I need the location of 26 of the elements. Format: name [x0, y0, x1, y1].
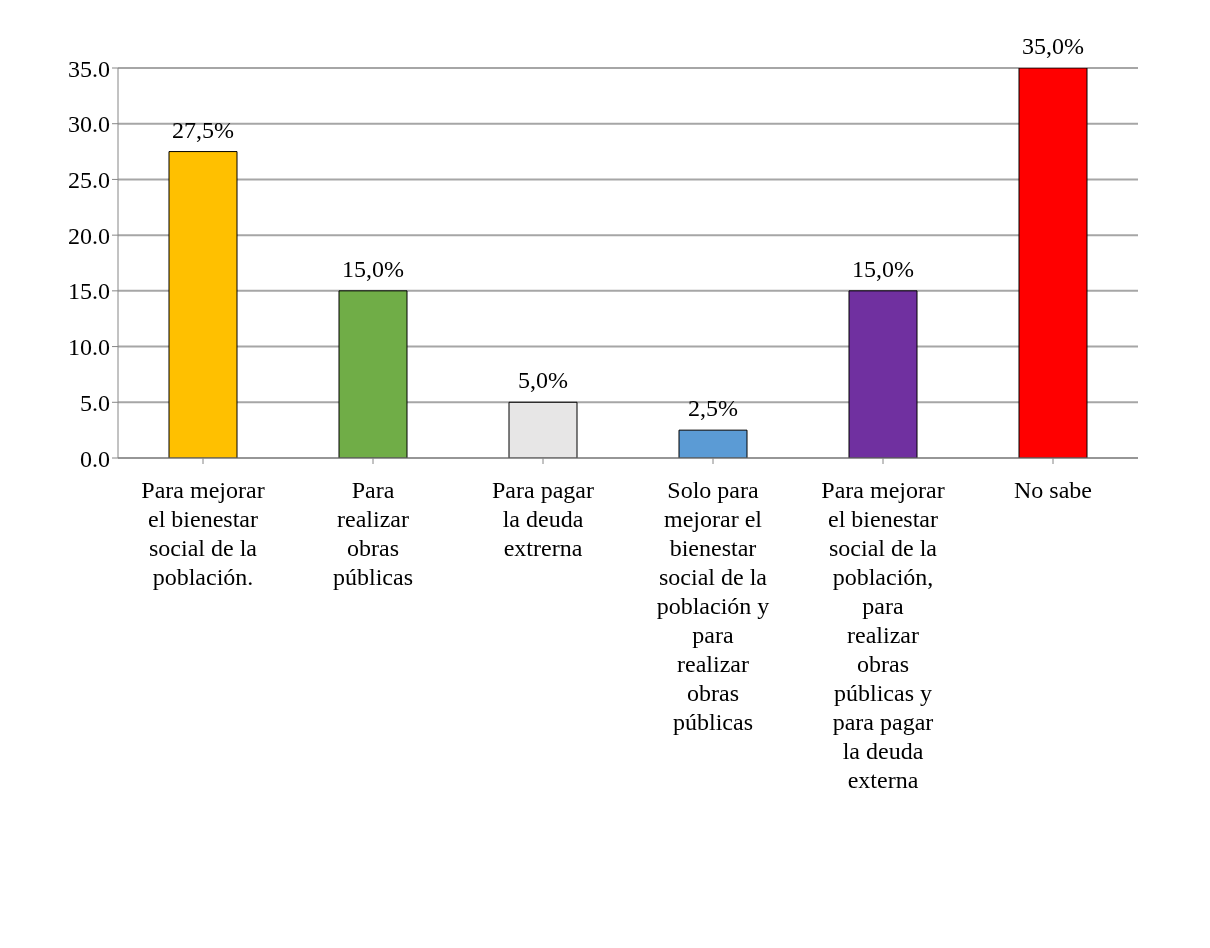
category-label: Para mejorar el bienestar social de la población, para realizar obras públicas y para pagar la deuda externa	[821, 477, 945, 793]
data-label: 2,5%	[688, 395, 738, 422]
bar	[168, 151, 238, 458]
x-tick-label: No sabe	[1014, 477, 1092, 503]
x-tick-label: Para realizar obras públicas	[333, 477, 413, 590]
y-tick-label: 20.0	[68, 222, 110, 249]
data-label: 15,0%	[852, 255, 914, 282]
y-tick-label: 5.0	[80, 389, 110, 416]
y-tick-label: 15.0	[68, 278, 110, 305]
data-label: 15,0%	[342, 255, 404, 282]
bar	[678, 429, 748, 458]
bar	[848, 290, 918, 458]
data-label: 35,0%	[1022, 33, 1084, 59]
y-tick-label: 25.0	[68, 166, 110, 193]
data-label: 27,5%	[172, 116, 234, 143]
bar	[508, 401, 578, 458]
bar	[1018, 68, 1088, 458]
y-tick-label: 30.0	[68, 111, 110, 138]
y-tick-label: 10.0	[68, 334, 110, 361]
y-tick-label: 35.0	[68, 55, 110, 82]
category-label: Solo para mejorar el bienestar social de la población y para realizar obras públicas	[656, 477, 770, 735]
bar	[338, 290, 408, 458]
x-tick-label: Para mejorar el bienestar social de la población.	[141, 477, 265, 590]
y-tick-label: 0.0	[80, 445, 110, 472]
x-tick-label: Para pagar la deuda extrerna	[492, 477, 594, 561]
data-label: 5,0%	[518, 367, 568, 394]
